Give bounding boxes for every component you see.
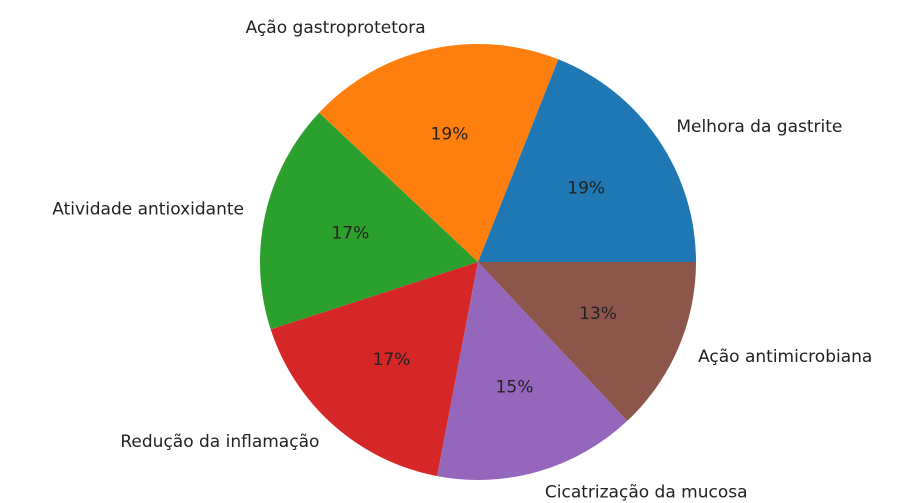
wedge-label: Melhora da gastrite xyxy=(676,117,842,137)
percent-label: 19% xyxy=(431,124,469,144)
percent-label: 15% xyxy=(496,378,534,398)
wedge-label: Redução da inflamação xyxy=(120,432,319,452)
pie-wedge xyxy=(437,262,628,480)
wedge-label: Ação gastroprotetora xyxy=(246,18,426,38)
pie-wedge xyxy=(319,44,559,262)
percent-label: 17% xyxy=(373,350,411,370)
wedge-label: Cicatrização da mucosa xyxy=(545,482,748,502)
pie-wedge xyxy=(478,262,696,421)
pie-wedge xyxy=(478,59,696,262)
percent-label: 17% xyxy=(331,223,369,243)
wedge-label: Ação antimicrobiana xyxy=(698,347,872,367)
percent-label: 13% xyxy=(579,304,617,324)
percent-label: 19% xyxy=(567,178,605,198)
pie-wedge xyxy=(260,112,478,330)
pie-wedge xyxy=(270,262,478,477)
wedge-label: Atividade antioxidante xyxy=(52,200,244,220)
